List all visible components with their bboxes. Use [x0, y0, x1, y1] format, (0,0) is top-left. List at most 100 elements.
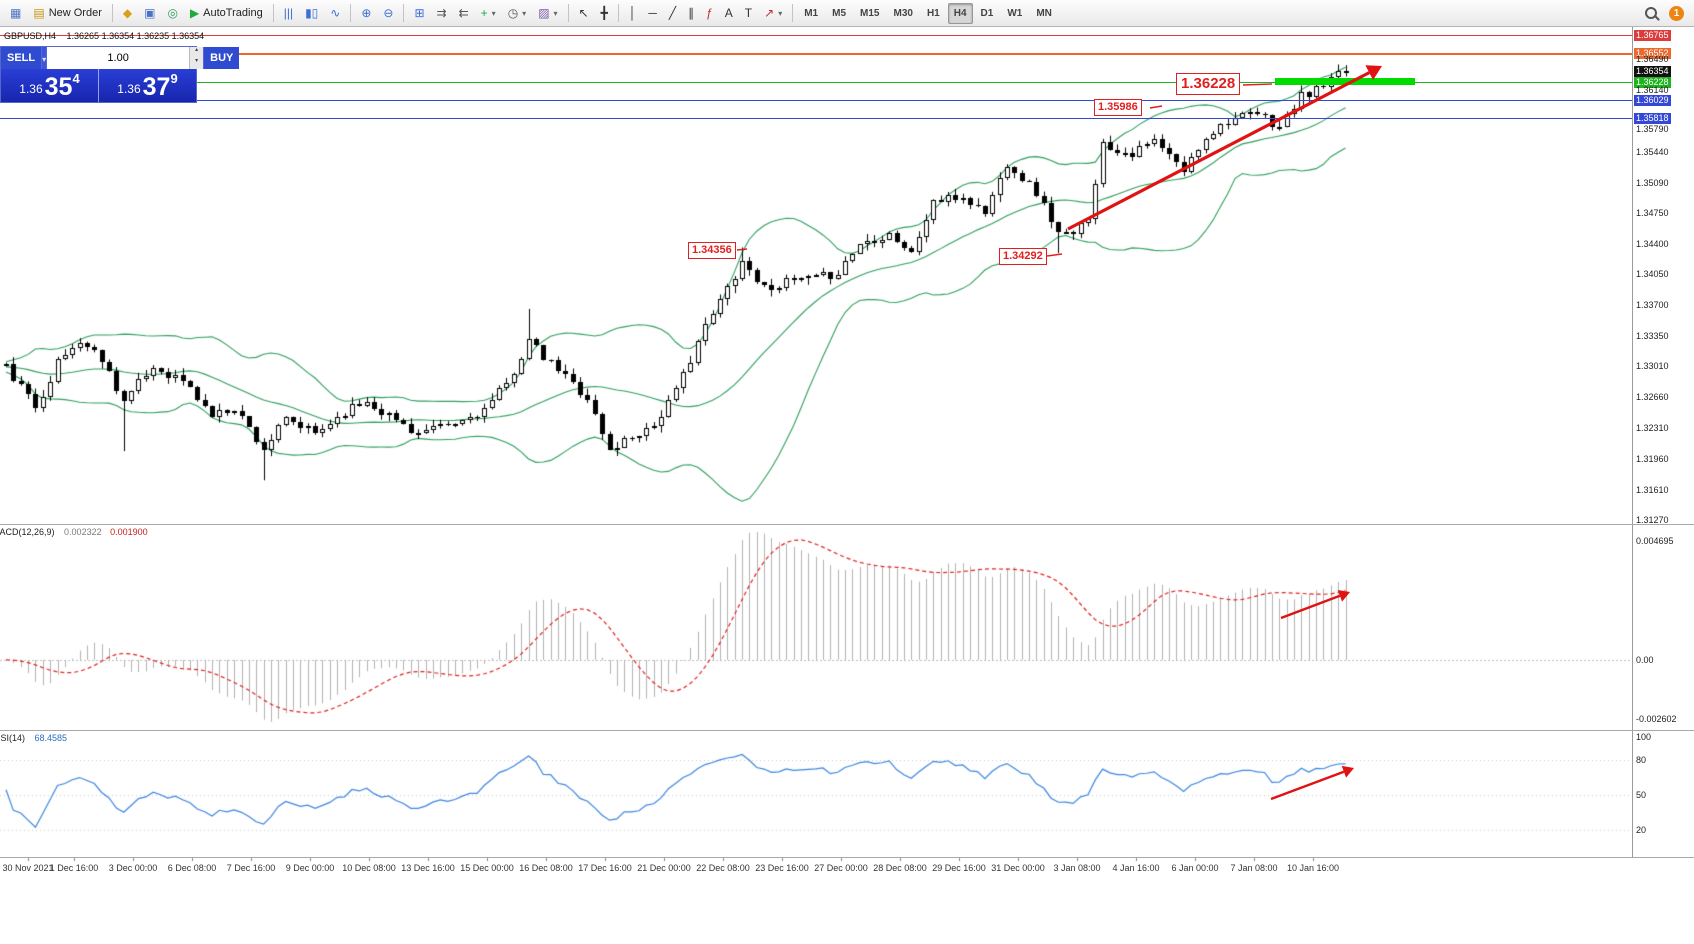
- timeframe-m30[interactable]: M30: [887, 3, 918, 24]
- price-annotation[interactable]: 1.36228: [1176, 73, 1241, 95]
- timeframe-m1[interactable]: M1: [798, 3, 824, 24]
- rsi-scale-label: 20: [1636, 825, 1647, 835]
- time-label: 1 Dec 16:00: [49, 863, 99, 873]
- ohlc-values: 1.36265 1.36354 1.36235 1.36354: [66, 31, 205, 41]
- print-preview-button[interactable]: ▣: [139, 3, 160, 24]
- panel-separator[interactable]: [0, 524, 1694, 525]
- autotrading-icon: ▶: [189, 6, 200, 20]
- indicators-button[interactable]: +: [476, 3, 501, 24]
- time-label: 27 Dec 00:00: [814, 863, 868, 873]
- chart-ohlc-header: GBPUSD,H4 1.36265 1.36354 1.36235 1.3635…: [4, 31, 204, 41]
- panel-separator[interactable]: [0, 857, 1694, 858]
- order-type-dropdown[interactable]: [42, 47, 48, 69]
- arrows-button[interactable]: ↗: [759, 3, 787, 24]
- bid-big-digits: 35: [44, 73, 73, 101]
- search-button[interactable]: [1640, 3, 1662, 24]
- timeframe-m15[interactable]: M15: [854, 3, 885, 24]
- price-scale-label: 1.35440: [1636, 147, 1669, 157]
- vertical-line-button[interactable]: │: [624, 3, 642, 24]
- rsi-scale-label: 50: [1636, 790, 1647, 800]
- equidistant-channel-button[interactable]: ∥: [683, 3, 699, 24]
- bar-chart-button[interactable]: |||: [279, 3, 298, 24]
- trendline-button[interactable]: ╱: [664, 3, 681, 24]
- terminal-window-icon-button[interactable]: ▦: [5, 3, 26, 24]
- expert-advisors-icon: ◆: [122, 6, 133, 20]
- time-label: 4 Jan 16:00: [1112, 863, 1160, 873]
- line-chart-button[interactable]: ∿: [325, 3, 345, 24]
- time-label: 6 Jan 00:00: [1171, 863, 1219, 873]
- timeframe-m5-label: M5: [832, 7, 847, 19]
- tile-windows-button[interactable]: ⊞: [409, 3, 429, 24]
- timeframe-mn[interactable]: MN: [1030, 3, 1058, 24]
- price-annotation[interactable]: 1.34356: [688, 242, 736, 259]
- cursor-button[interactable]: ↖: [574, 3, 594, 24]
- hline-resistance-upper[interactable]: [0, 53, 1632, 55]
- text-button[interactable]: A: [720, 3, 738, 24]
- new-order-button-label: New Order: [48, 7, 102, 19]
- breakout-zone-rectangle[interactable]: [1275, 78, 1415, 85]
- terminal-window-icon-icon: ▦: [10, 6, 22, 20]
- chart-shift-button[interactable]: ⇇: [454, 3, 474, 24]
- timeframe-w1[interactable]: W1: [1001, 3, 1028, 24]
- volume-up-button[interactable]: [190, 47, 203, 58]
- fibonacci-button[interactable]: ƒ: [701, 3, 718, 24]
- symbol-period-label: GBPUSD,H4: [4, 31, 57, 41]
- price-scale-label: 1.36354: [1634, 66, 1671, 77]
- auto-scroll-icon: ⇉: [436, 6, 447, 20]
- price-scale-label: 1.35090: [1636, 178, 1669, 188]
- timeframe-d1[interactable]: D1: [975, 3, 1000, 24]
- trade-controls-row: SELL BUY: [1, 47, 240, 69]
- time-label: 23 Dec 16:00: [755, 863, 809, 873]
- hline-support-1[interactable]: [0, 100, 1632, 101]
- bid-price: 1.36 35 4: [1, 69, 99, 102]
- autotrading-button[interactable]: ▶ AutoTrading: [185, 3, 268, 24]
- time-label: 22 Dec 08:00: [696, 863, 750, 873]
- full-screen-button[interactable]: ◎: [162, 3, 182, 24]
- volume-down-button[interactable]: [190, 58, 203, 69]
- new-order-button[interactable]: ▤ New Order: [28, 3, 107, 24]
- ask-big-digits: 37: [142, 73, 171, 101]
- candlestick-chart-button[interactable]: ▮▯: [300, 3, 323, 24]
- templates-button[interactable]: ▨: [533, 3, 562, 24]
- zoom-in-button[interactable]: ⊕: [356, 3, 376, 24]
- timeframe-h1[interactable]: H1: [921, 3, 946, 24]
- zoom-out-button[interactable]: ⊖: [378, 3, 398, 24]
- macd-indicator-label: MACD(12,26,9) 0.002322 0.001900: [0, 527, 148, 537]
- sell-button[interactable]: SELL: [1, 47, 43, 69]
- arrows-icon: ↗: [764, 6, 775, 20]
- hline-breakout-level[interactable]: [0, 82, 1632, 83]
- timeframe-m15-label: M15: [860, 7, 880, 19]
- macd-scale-label: -0.002602: [1636, 714, 1677, 724]
- volume-input[interactable]: [47, 47, 190, 69]
- price-annotation[interactable]: 1.35986: [1094, 99, 1142, 116]
- panel-separator[interactable]: [0, 730, 1694, 731]
- time-label: 15 Dec 00:00: [460, 863, 514, 873]
- hline-alert-upper[interactable]: [0, 35, 1632, 36]
- notifications-button[interactable]: 1: [1664, 3, 1689, 24]
- price-scale-label: 1.36490: [1636, 54, 1669, 64]
- expert-advisors-button[interactable]: ◆: [118, 3, 137, 24]
- time-label: 13 Dec 16:00: [401, 863, 455, 873]
- periods-button[interactable]: ◷: [503, 3, 532, 24]
- volume-stepper: [189, 47, 204, 69]
- price-scale-label: 1.31610: [1636, 485, 1669, 495]
- auto-scroll-button[interactable]: ⇉: [432, 3, 452, 24]
- toolbar-separator: [403, 4, 405, 22]
- hline-support-2[interactable]: [0, 118, 1632, 119]
- timeframe-m5[interactable]: M5: [826, 3, 852, 24]
- cursor-icon: ↖: [578, 6, 589, 20]
- price-annotation[interactable]: 1.34292: [999, 248, 1047, 265]
- time-label: 30 Nov 2021: [2, 863, 54, 873]
- timeframe-m30-label: M30: [893, 7, 913, 19]
- timeframe-h4[interactable]: H4: [947, 2, 973, 24]
- buy-button[interactable]: BUY: [203, 47, 240, 69]
- price-scale-border: [1632, 27, 1633, 857]
- horizontal-line-button[interactable]: ─: [643, 3, 662, 24]
- macd-main-value: 0.002322: [64, 527, 102, 537]
- price-scale-label: 1.33700: [1636, 300, 1669, 310]
- fibonacci-icon: ƒ: [706, 6, 713, 20]
- crosshair-button[interactable]: ╋: [596, 3, 613, 24]
- main-toolbar: ▦ ▤New Order ◆ ▣ ◎ ▶AutoTrading ||| ▮▯ ∿ ⊕ ⊖ ⊞ ⇉ ⇇ + ◷ ▨…: [0, 0, 1694, 27]
- text-label-button[interactable]: T: [740, 3, 757, 24]
